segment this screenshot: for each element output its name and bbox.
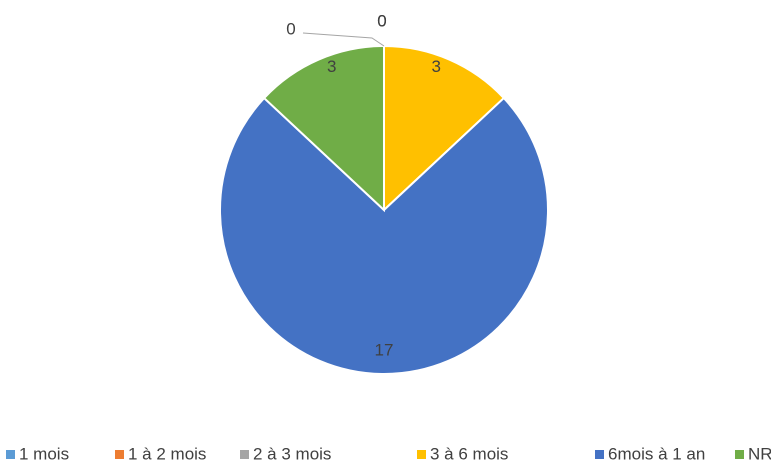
- legend-swatch: [417, 450, 426, 459]
- legend-swatch: [735, 450, 744, 459]
- pie-slice: [383, 44, 506, 213]
- data-label: 17: [375, 341, 394, 360]
- data-label: 3: [327, 57, 336, 76]
- legend-label: 2 à 3 mois: [253, 444, 331, 463]
- legend-swatch: [6, 450, 15, 459]
- legend-swatch: [595, 450, 604, 459]
- data-label: 0: [377, 11, 386, 30]
- data-label: 3: [432, 57, 441, 76]
- legend-label: 3 à 6 mois: [430, 444, 508, 463]
- data-label: 0: [377, 11, 386, 30]
- leader-line: [302, 32, 385, 47]
- data-label: 0: [286, 19, 295, 38]
- pie-slice: [219, 96, 549, 375]
- legend-label: 6mois à 1 an: [608, 444, 705, 463]
- pie-slice: [262, 44, 385, 213]
- legend-label: 1 à 2 mois: [128, 444, 206, 463]
- legend-label: NR: [748, 444, 771, 463]
- legend-label: 1 mois: [19, 444, 69, 463]
- legend-swatch: [115, 450, 124, 459]
- legend-swatch: [240, 450, 249, 459]
